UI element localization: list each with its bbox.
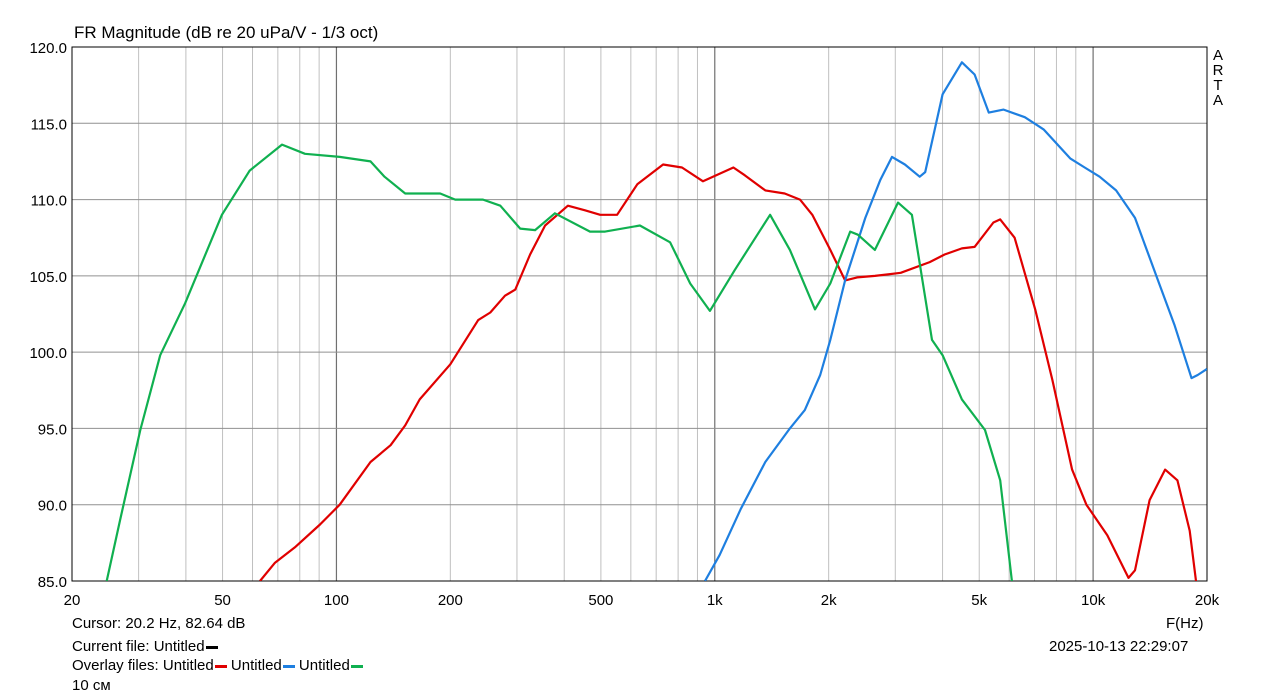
x-tick-label: 20 [64,592,81,609]
chart-title: FR Magnitude (dB re 20 uPa/V - 1/3 oct) [74,23,379,42]
y-tick-label: 105.0 [29,269,67,286]
y-tick-label: 85.0 [38,574,67,591]
logo-letter: A [1212,47,1223,64]
series-line-1 [259,163,1198,581]
x-tick-label: 1k [707,592,723,609]
logo-letter: A [1212,92,1223,109]
overlay-swatch-blue [282,664,295,668]
x-axis-label: F(Hz) [1166,615,1204,632]
logo-letter: T [1213,77,1223,94]
y-tick-label: 120.0 [29,40,67,57]
series-line-3 [105,143,1013,581]
overlay-files: Overlay files: Untitled Untitled Untitle… [72,657,363,674]
y-tick-label: 110.0 [31,193,67,210]
x-tick-label: 2k [821,592,837,609]
current-file-label: Current file: Untitled [72,638,205,655]
x-tick-label: 20k [1195,592,1220,609]
y-tick-label: 90.0 [38,498,67,515]
x-tick-label: 5k [971,592,987,609]
plot-frame [71,46,1208,582]
timestamp: 2025-10-13 22:29:07 [1049,638,1189,655]
x-tick-label: 100 [324,592,349,609]
x-tick-label: 10k [1081,592,1106,609]
cursor-readout: Cursor: 20.2 Hz, 82.64 dB [72,615,246,632]
series-line-2 [704,61,1207,581]
y-tick-label: 95.0 [38,421,67,438]
x-tick-label: 500 [588,592,613,609]
current-file: Current file: Untitled [72,638,218,655]
measurement-note: 10 см [72,677,111,694]
x-tick-label: 200 [438,592,463,609]
overlay-file-3: Untitled [298,657,350,674]
y-tick-label: 100.0 [29,345,67,362]
overlay-file-2: Untitled [230,657,282,674]
overlay-swatch-red [214,664,227,668]
logo-letter: R [1212,62,1224,79]
current-file-swatch [205,645,218,649]
y-tick-label: 115.0 [31,116,67,133]
x-tick-label: 50 [214,592,231,609]
arta-logo: A R T A [1212,48,1224,108]
overlay-swatch-green [350,664,363,668]
overlay-label: Overlay files: Untitled [72,657,214,674]
